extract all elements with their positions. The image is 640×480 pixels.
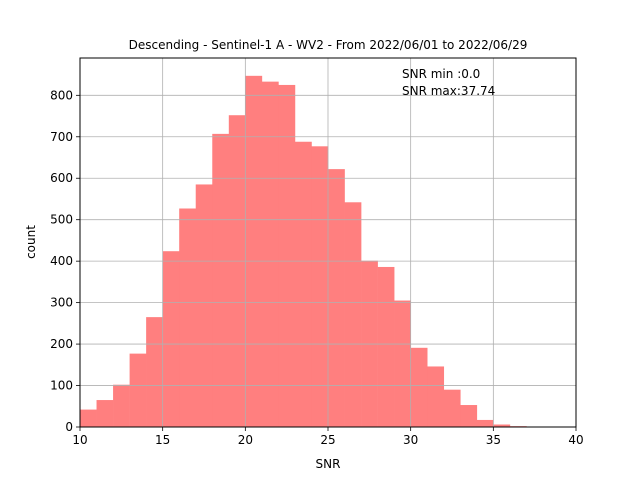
histogram-bar: [212, 133, 230, 427]
y-tick-label: 800: [50, 88, 73, 102]
chart-title: Descending - Sentinel-1 A - WV2 - From 2…: [129, 38, 528, 52]
y-axis-ticks: 0 100 200 300 400 500 600 700 800: [50, 88, 80, 434]
snr-max-annotation: SNR max:37.74: [402, 84, 495, 98]
histogram-bar: [377, 266, 395, 427]
histogram-bar: [410, 347, 428, 427]
y-tick-label: 300: [50, 296, 73, 310]
x-axis-label: SNR: [316, 457, 341, 471]
histogram-bar: [294, 141, 312, 428]
x-tick-label: 40: [568, 433, 583, 447]
histogram-bar: [179, 208, 197, 427]
histogram-bars: [80, 75, 544, 428]
histogram-bar: [328, 169, 345, 427]
histogram-bar: [162, 251, 180, 427]
histogram-bar: [96, 400, 114, 427]
histogram-bar: [278, 84, 296, 428]
histogram-bar: [113, 384, 130, 427]
x-tick-label: 25: [320, 433, 335, 447]
histogram-bar: [311, 146, 329, 428]
x-axis-ticks: 10 15 20 25 30 35 40: [72, 427, 584, 447]
histogram-bar: [129, 353, 147, 427]
histogram-bar: [228, 115, 246, 427]
histogram-bar: [344, 202, 362, 427]
histogram-bar: [394, 300, 411, 427]
x-tick-label: 20: [238, 433, 253, 447]
y-tick-label: 400: [50, 254, 73, 268]
y-axis-label: count: [24, 225, 38, 259]
histogram-bar: [195, 184, 213, 427]
x-tick-label: 10: [72, 433, 87, 447]
y-tick-label: 700: [50, 130, 73, 144]
histogram-bar: [493, 424, 511, 427]
x-tick-label: 30: [403, 433, 418, 447]
histogram-bar: [427, 366, 445, 427]
snr-min-annotation: SNR min :0.0: [402, 67, 480, 81]
y-tick-label: 100: [50, 379, 73, 393]
histogram-bar: [460, 405, 478, 427]
y-tick-label: 200: [50, 337, 73, 351]
histogram-bar: [443, 389, 461, 427]
y-tick-label: 600: [50, 171, 73, 185]
x-tick-label: 35: [486, 433, 501, 447]
x-tick-label: 15: [155, 433, 170, 447]
histogram-bar: [80, 409, 97, 427]
y-tick-label: 500: [50, 213, 73, 227]
y-tick-label: 0: [65, 420, 73, 434]
histogram-bar: [261, 81, 279, 428]
histogram-bar: [146, 317, 163, 427]
histogram-bar: [245, 75, 263, 427]
histogram-bar: [476, 419, 494, 427]
